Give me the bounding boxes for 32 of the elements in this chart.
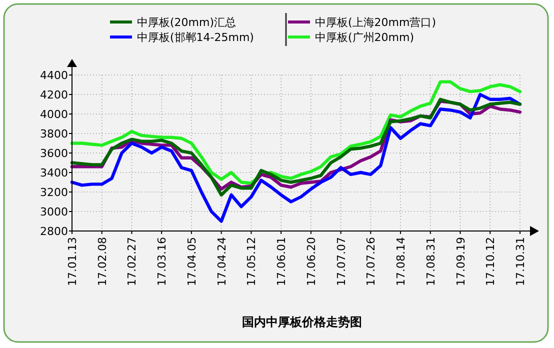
y-tick-label: 3000	[40, 206, 68, 218]
x-tick-label: 17.10.12	[484, 237, 498, 286]
x-tick-label: 17.09.19	[454, 237, 468, 286]
x-tick-label: 17.07.26	[364, 237, 378, 286]
legend-label: 中厚板(邯郸14-25mm)	[137, 31, 254, 44]
x-tick-label: 17.06.20	[304, 237, 318, 286]
x-tick-label: 17.02.08	[96, 237, 109, 286]
x-tick-label: 17.07.07	[334, 237, 348, 286]
legend-label: 中厚板(20mm)汇总	[137, 16, 236, 29]
y-tick-label: 3800	[40, 128, 68, 140]
x-tick-label: 17.05.12	[245, 237, 258, 286]
text: 国内中厚板价格走势图	[242, 315, 362, 329]
y-tick-label: 3200	[40, 186, 68, 199]
legend-label: 中厚板(广州20mm)	[315, 31, 414, 44]
y-tick-label: 3400	[40, 166, 68, 180]
y-tick-label: 4000	[40, 108, 68, 121]
x-tick-label: 17.03.16	[156, 237, 169, 286]
line-series	[70, 80, 522, 185]
x-tick-label: 17.04.24	[215, 237, 228, 286]
y-tick-label: 2800	[40, 225, 68, 238]
x-tick-label: 17.10.31	[514, 237, 527, 286]
x-tick-label: 17.04.05	[185, 237, 198, 286]
y-tick-label: 4200	[40, 88, 68, 102]
x-tick-label: 17.08.14	[394, 237, 408, 286]
y-tick-label: 4400	[40, 69, 68, 82]
x-tick-label: 17.01.13	[66, 237, 79, 286]
line-series	[70, 92, 522, 223]
x-tick-label: 17.02.27	[126, 237, 139, 286]
x-tick-label: 17.08.31	[424, 237, 438, 286]
y-tick-label: 3600	[40, 147, 68, 160]
x-tick-label: 17.06.01	[275, 237, 288, 286]
legend-label: 中厚板(上海20mm营口)	[315, 16, 436, 29]
